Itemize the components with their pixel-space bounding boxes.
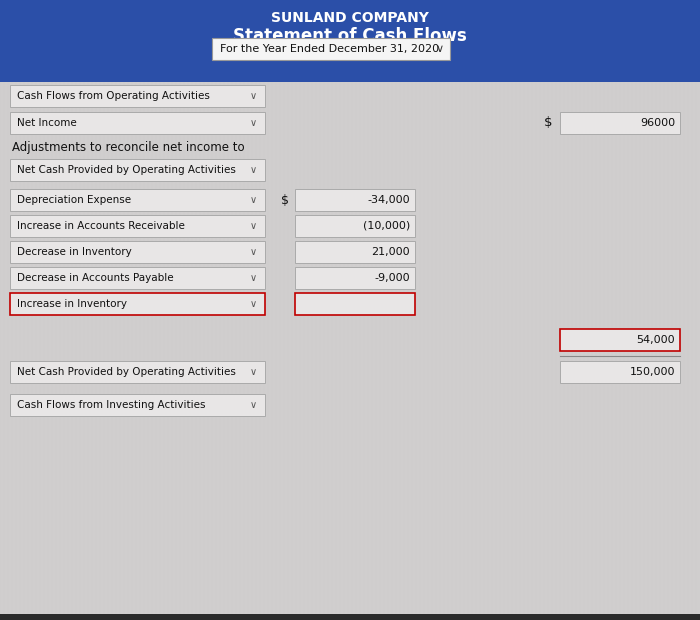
- Text: For the Year Ended December 31, 2020: For the Year Ended December 31, 2020: [220, 44, 439, 54]
- Text: ∨: ∨: [249, 221, 257, 231]
- Text: ∨: ∨: [249, 273, 257, 283]
- Text: Decrease in Inventory: Decrease in Inventory: [17, 247, 132, 257]
- Text: 150,000: 150,000: [629, 367, 675, 377]
- Text: Depreciation Expense: Depreciation Expense: [17, 195, 131, 205]
- Bar: [560, 361, 680, 383]
- Bar: [295, 215, 415, 237]
- Text: 54,000: 54,000: [636, 335, 675, 345]
- Text: Decrease in Accounts Payable: Decrease in Accounts Payable: [17, 273, 174, 283]
- Bar: [0, 0, 700, 82]
- Text: ∨: ∨: [249, 367, 257, 377]
- Text: Increase in Inventory: Increase in Inventory: [17, 299, 127, 309]
- Bar: [10, 159, 265, 181]
- Text: ∨: ∨: [436, 44, 444, 54]
- Bar: [0, 614, 700, 620]
- Text: ∨: ∨: [249, 400, 257, 410]
- Bar: [10, 394, 265, 416]
- Text: $: $: [544, 117, 552, 130]
- Bar: [295, 267, 415, 289]
- Text: Net Cash Provided by Operating Activities: Net Cash Provided by Operating Activitie…: [17, 367, 236, 377]
- Text: ∨: ∨: [249, 165, 257, 175]
- Text: ∨: ∨: [249, 91, 257, 101]
- Bar: [560, 329, 680, 351]
- Bar: [10, 241, 265, 263]
- Text: Increase in Accounts Receivable: Increase in Accounts Receivable: [17, 221, 185, 231]
- Bar: [10, 361, 265, 383]
- Text: 21,000: 21,000: [372, 247, 410, 257]
- Bar: [560, 112, 680, 134]
- Bar: [295, 241, 415, 263]
- Text: 96000: 96000: [640, 118, 675, 128]
- Bar: [10, 267, 265, 289]
- Bar: [10, 215, 265, 237]
- Text: -9,000: -9,000: [374, 273, 410, 283]
- Text: Net Income: Net Income: [17, 118, 77, 128]
- Text: (10,000): (10,000): [363, 221, 410, 231]
- Text: Cash Flows from Investing Activities: Cash Flows from Investing Activities: [17, 400, 206, 410]
- Text: Adjustments to reconcile net income to: Adjustments to reconcile net income to: [12, 141, 244, 154]
- Text: -34,000: -34,000: [368, 195, 410, 205]
- Text: SUNLAND COMPANY: SUNLAND COMPANY: [271, 11, 429, 25]
- Text: ∨: ∨: [249, 118, 257, 128]
- Text: Cash Flows from Operating Activities: Cash Flows from Operating Activities: [17, 91, 210, 101]
- Bar: [10, 112, 265, 134]
- Bar: [295, 189, 415, 211]
- Bar: [295, 293, 415, 315]
- Text: Statement of Cash Flows: Statement of Cash Flows: [233, 27, 467, 45]
- Text: $: $: [281, 193, 289, 206]
- Bar: [212, 38, 450, 60]
- Bar: [10, 293, 265, 315]
- Bar: [10, 189, 265, 211]
- Text: Net Cash Provided by Operating Activities: Net Cash Provided by Operating Activitie…: [17, 165, 236, 175]
- Text: ∨: ∨: [249, 247, 257, 257]
- Bar: [10, 85, 265, 107]
- Text: ∨: ∨: [249, 299, 257, 309]
- Text: ∨: ∨: [249, 195, 257, 205]
